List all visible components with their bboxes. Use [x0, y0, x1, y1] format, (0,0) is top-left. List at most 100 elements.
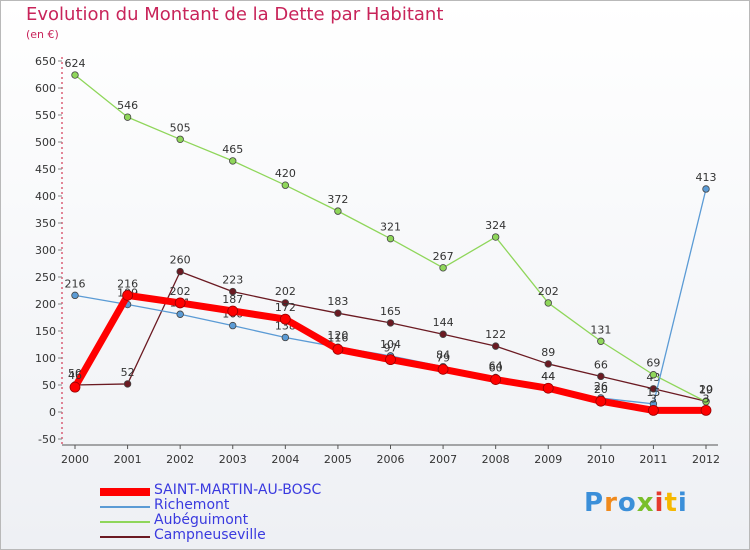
data-label: 60 [489, 362, 503, 375]
data-label: 420 [275, 167, 296, 180]
x-tick-label: 2007 [429, 453, 457, 466]
legend-swatch [100, 521, 150, 523]
x-tick-label: 2002 [166, 453, 194, 466]
data-label: 89 [541, 346, 555, 359]
data-label: 84 [436, 349, 450, 362]
data-point [439, 264, 447, 272]
x-tick-label: 2006 [377, 453, 405, 466]
data-label: 46 [68, 369, 82, 382]
x-tick-label: 2011 [639, 453, 667, 466]
x-tick-label: 2012 [692, 453, 720, 466]
data-point [544, 360, 552, 368]
y-tick-label: 550 [35, 109, 56, 122]
data-label: 104 [380, 338, 401, 351]
y-tick-label: 350 [35, 217, 56, 230]
data-point [176, 135, 184, 143]
y-tick-label: 0 [49, 406, 56, 419]
data-point [334, 309, 342, 317]
data-label: 122 [485, 328, 506, 341]
data-label: 20 [699, 383, 713, 396]
y-tick-label: 300 [35, 244, 56, 257]
legend-label: Richemont [154, 497, 230, 513]
data-label: 66 [594, 358, 608, 371]
data-point [332, 343, 344, 355]
data-label: 3 [703, 392, 710, 405]
data-point [595, 395, 607, 407]
data-point [281, 333, 290, 342]
data-label: 465 [222, 143, 243, 156]
data-label: 202 [275, 285, 296, 298]
data-label: 131 [590, 323, 611, 336]
data-label: 64 [489, 359, 503, 372]
x-tick-label: 2010 [587, 453, 615, 466]
data-label: 321 [380, 221, 401, 234]
data-label: 26 [594, 380, 608, 393]
data-point [490, 374, 502, 386]
legend-label: Campneuseville [154, 527, 266, 543]
data-label: 44 [541, 370, 555, 383]
data-label: 624 [65, 57, 86, 70]
data-point [71, 71, 79, 79]
data-point [122, 289, 133, 301]
legend-swatch [100, 488, 150, 496]
legend-label: SAINT-MARTIN-AU-BOSC [154, 482, 322, 498]
data-label: 216 [65, 277, 86, 290]
data-point [386, 319, 395, 327]
data-point [279, 313, 291, 325]
y-tick-label: 450 [35, 163, 56, 176]
chart-title: Evolution du Montant de la Dette par Hab… [26, 4, 444, 25]
data-label: 187 [222, 293, 243, 306]
data-point [71, 291, 79, 300]
data-point [491, 342, 500, 350]
data-label: 144 [433, 316, 454, 329]
data-point [700, 404, 712, 416]
data-label: 44 [541, 370, 555, 383]
data-point [439, 330, 447, 338]
y-tick-label: 100 [35, 352, 56, 365]
y-tick-label: 400 [35, 190, 56, 203]
data-label: 97 [384, 342, 398, 355]
data-label: 165 [380, 305, 401, 318]
data-label: 223 [222, 274, 243, 287]
data-label: 260 [170, 254, 191, 267]
data-point [491, 233, 500, 241]
data-point [176, 310, 184, 318]
data-point [544, 299, 552, 307]
data-point [334, 207, 342, 215]
data-point [123, 113, 132, 121]
legend-label: Aubéguimont [154, 512, 249, 528]
data-label: 202 [170, 285, 191, 298]
y-tick-label: 150 [35, 325, 56, 338]
proxiti-logo: Proxiti [584, 488, 688, 518]
y-tick-label: 600 [35, 82, 56, 95]
data-point [542, 382, 554, 394]
data-label: 267 [433, 250, 454, 263]
data-label: 202 [538, 285, 559, 298]
y-tick-label: 250 [35, 271, 56, 284]
y-tick-label: 200 [35, 298, 56, 311]
data-point [281, 181, 290, 189]
data-point [648, 404, 659, 416]
legend-swatch [100, 506, 150, 508]
data-label: 413 [696, 171, 717, 184]
x-tick-label: 2000 [61, 453, 89, 466]
data-label: 19 [699, 384, 713, 397]
data-label: 324 [485, 219, 506, 232]
x-tick-label: 2004 [271, 453, 299, 466]
data-point [227, 305, 239, 317]
data-point [123, 380, 132, 388]
data-point [649, 371, 658, 379]
data-point [176, 267, 184, 276]
data-label: 15 [646, 386, 660, 399]
legend-swatch [100, 536, 150, 538]
x-tick-label: 2003 [219, 453, 247, 466]
data-point [702, 185, 710, 193]
data-label: 79 [436, 351, 450, 364]
data-label: 172 [275, 301, 296, 314]
x-tick-label: 2001 [114, 453, 142, 466]
y-tick-label: 500 [35, 136, 56, 149]
data-label: 69 [646, 357, 660, 370]
data-label: 3 [650, 392, 657, 405]
data-point [386, 234, 395, 243]
